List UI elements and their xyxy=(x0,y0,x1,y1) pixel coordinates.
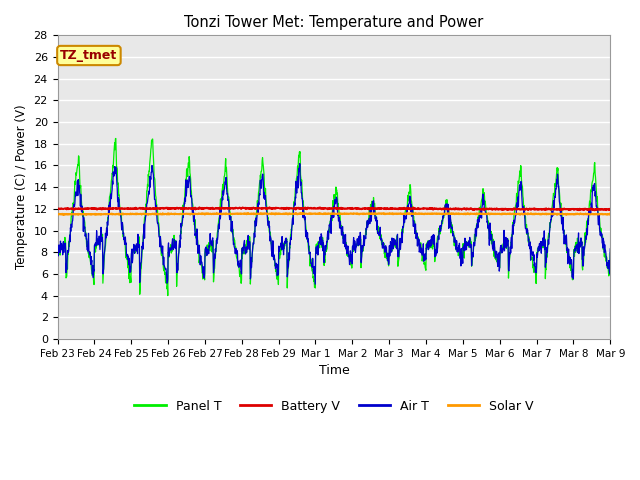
Solar V xyxy=(369,211,376,216)
Battery V xyxy=(369,205,376,211)
Battery V xyxy=(300,205,308,211)
Battery V xyxy=(54,205,61,211)
Panel T xyxy=(289,214,296,219)
Battery V xyxy=(310,206,317,212)
X-axis label: Time: Time xyxy=(319,364,349,377)
Air T xyxy=(310,269,317,275)
Solar V xyxy=(54,211,61,217)
Solar V xyxy=(97,212,104,217)
Solar V xyxy=(83,212,90,218)
Battery V xyxy=(196,204,204,210)
Solar V xyxy=(289,211,296,216)
Battery V xyxy=(97,206,104,212)
Legend: Panel T, Battery V, Air T, Solar V: Panel T, Battery V, Air T, Solar V xyxy=(129,395,538,418)
Air T xyxy=(312,281,319,287)
Panel T xyxy=(119,234,127,240)
Panel T xyxy=(369,199,376,204)
Solar V xyxy=(119,211,127,216)
Air T xyxy=(119,224,127,229)
Panel T xyxy=(310,276,318,282)
Panel T xyxy=(300,215,308,220)
Battery V xyxy=(119,205,127,211)
Panel T xyxy=(112,135,120,141)
Text: TZ_tmet: TZ_tmet xyxy=(60,49,118,62)
Solar V xyxy=(607,211,614,216)
Panel T xyxy=(54,245,61,251)
Air T xyxy=(300,214,308,220)
Solar V xyxy=(300,211,308,216)
Battery V xyxy=(591,207,598,213)
Line: Panel T: Panel T xyxy=(58,138,611,296)
Air T xyxy=(607,246,614,252)
Air T xyxy=(369,199,376,204)
Solar V xyxy=(310,211,317,216)
Panel T xyxy=(97,237,104,242)
Line: Battery V: Battery V xyxy=(58,207,611,210)
Air T xyxy=(97,239,104,244)
Y-axis label: Temperature (C) / Power (V): Temperature (C) / Power (V) xyxy=(15,105,28,269)
Air T xyxy=(54,247,61,252)
Air T xyxy=(288,223,296,228)
Battery V xyxy=(289,205,296,211)
Solar V xyxy=(316,210,323,216)
Line: Air T: Air T xyxy=(58,164,611,284)
Panel T xyxy=(164,293,172,299)
Battery V xyxy=(607,207,614,213)
Air T xyxy=(296,161,303,167)
Title: Tonzi Tower Met: Temperature and Power: Tonzi Tower Met: Temperature and Power xyxy=(184,15,483,30)
Line: Solar V: Solar V xyxy=(58,213,611,215)
Panel T xyxy=(607,250,614,255)
